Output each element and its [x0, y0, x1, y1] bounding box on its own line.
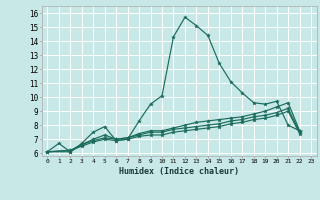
X-axis label: Humidex (Indice chaleur): Humidex (Indice chaleur) [119, 167, 239, 176]
